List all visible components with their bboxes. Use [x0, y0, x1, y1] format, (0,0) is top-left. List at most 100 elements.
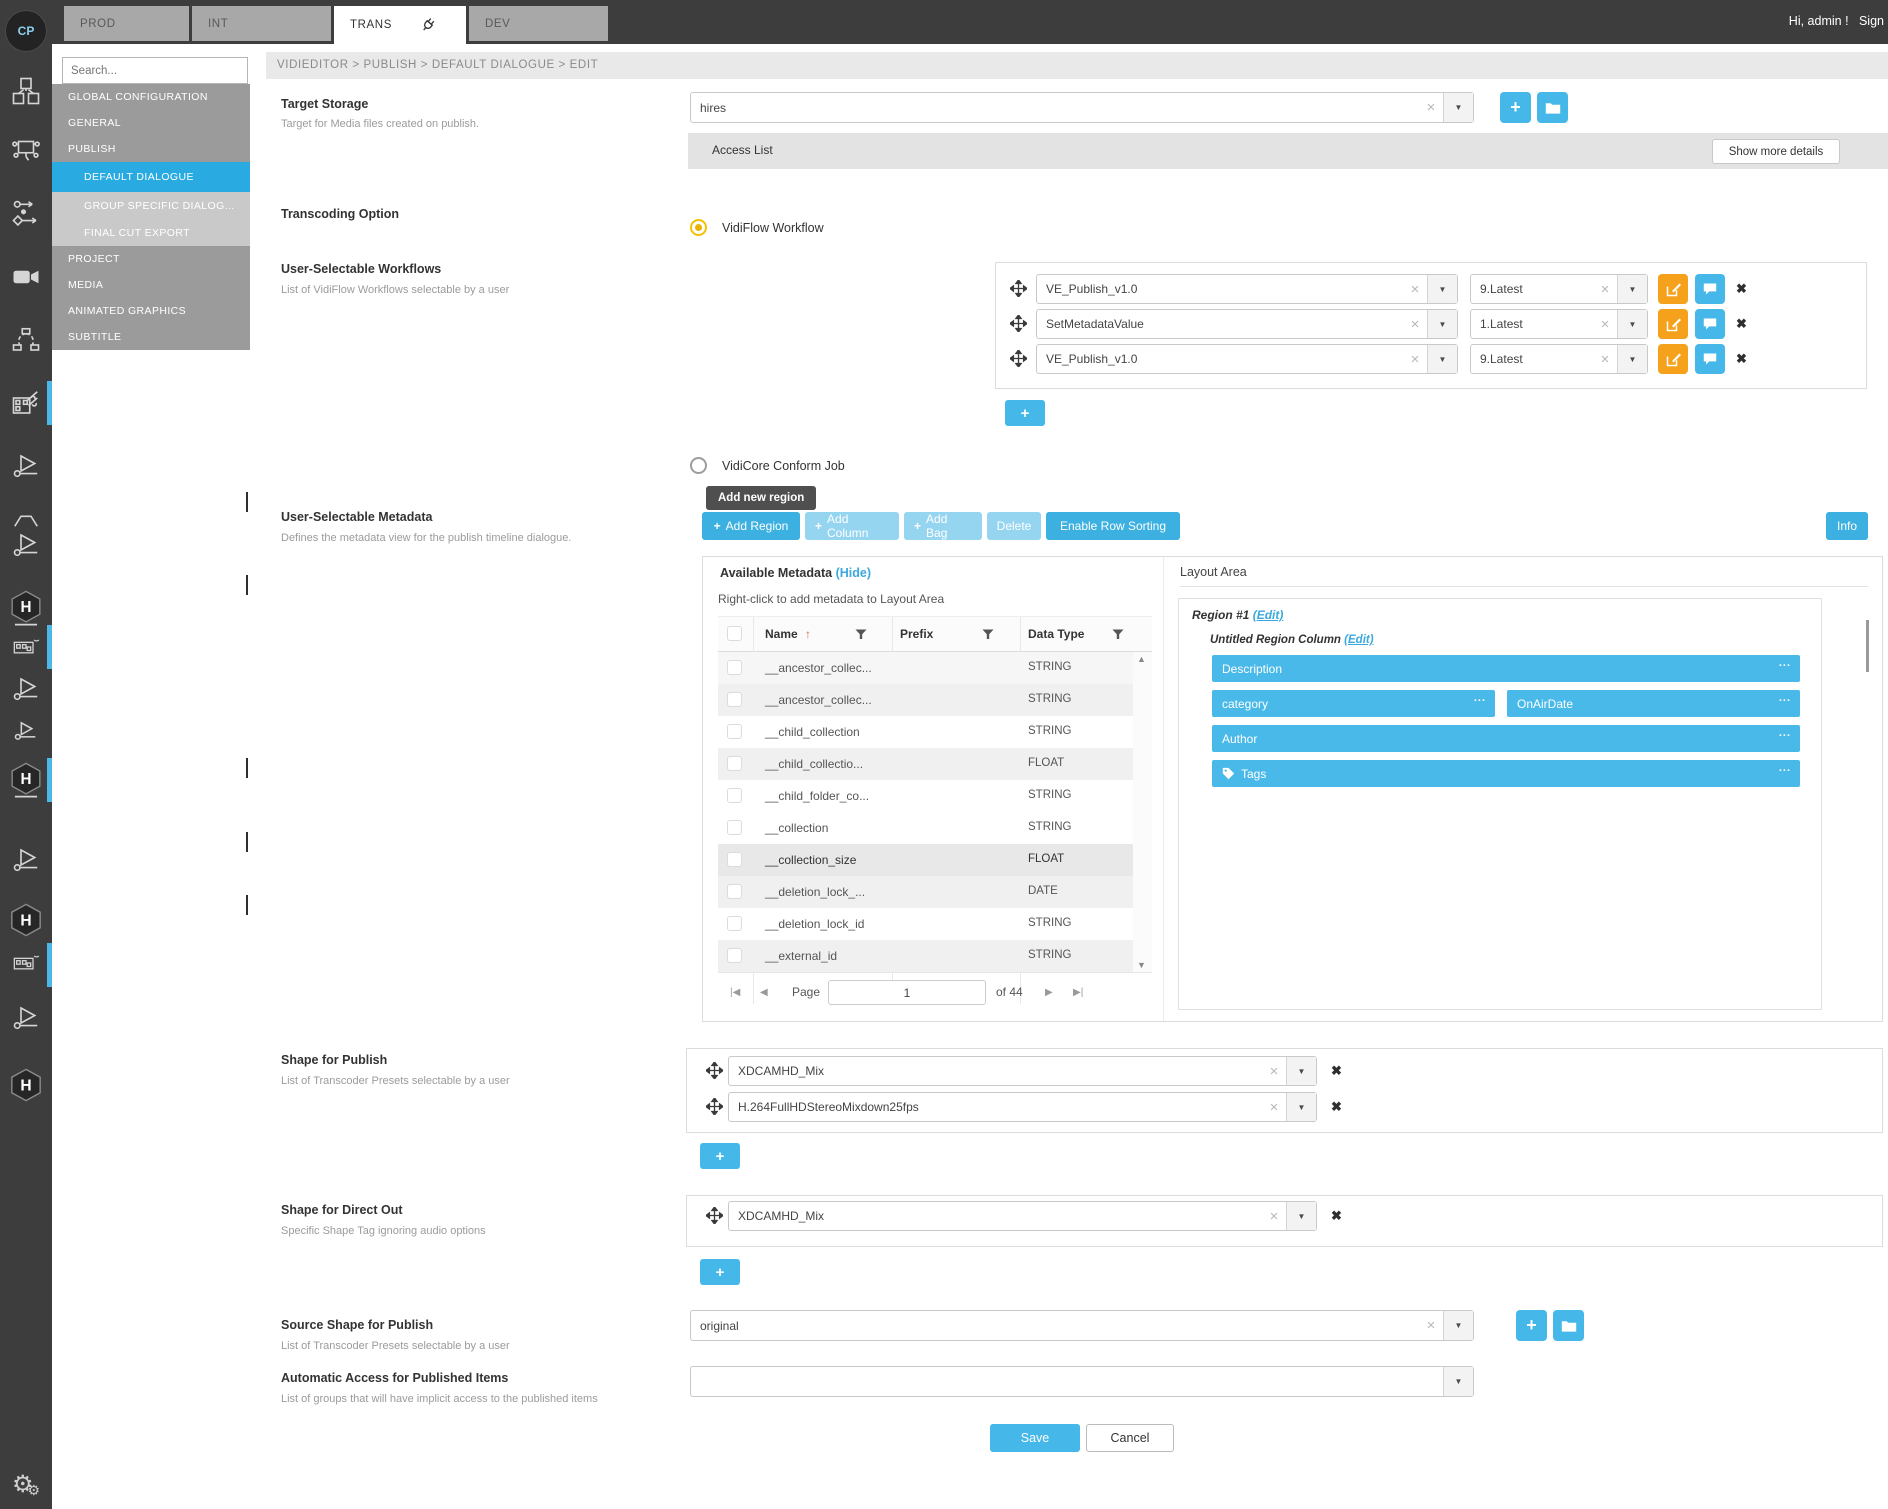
tab-prod[interactable]: PROD [64, 6, 189, 41]
row-checkbox[interactable] [727, 788, 742, 803]
clear-icon[interactable]: × [1600, 350, 1610, 368]
sidebar-item-default-dialogue[interactable]: DEFAULT DIALOGUE [52, 162, 250, 192]
chevron-down-icon[interactable]: ▼ [1427, 345, 1457, 373]
remove-workflow-button[interactable]: ✖ [1736, 316, 1747, 331]
clear-icon[interactable]: × [1410, 350, 1420, 368]
edit-workflow-button[interactable] [1658, 344, 1688, 374]
tab-trans[interactable]: TRANS [334, 6, 466, 44]
column-header-datatype[interactable]: Data Type [1028, 627, 1085, 641]
add-bag-button[interactable]: + Add Bag [904, 512, 982, 540]
first-page-icon[interactable]: |◀ [730, 987, 741, 998]
add-source-shape-button[interactable]: + [1516, 1310, 1547, 1341]
table-row[interactable]: __ancestor_collec... STRING [718, 684, 1133, 716]
layout-field-category[interactable]: category... [1212, 690, 1495, 717]
scroll-down-icon[interactable]: ▼ [1137, 960, 1146, 970]
edit-workflow-button[interactable] [1658, 309, 1688, 339]
row-checkbox[interactable] [727, 884, 742, 899]
h-app-icon[interactable]: H [0, 1068, 52, 1102]
drag-handle-icon[interactable] [706, 1207, 724, 1225]
tab-int[interactable]: INT [192, 6, 331, 41]
clear-icon[interactable]: × [1426, 99, 1436, 116]
edit-workflow-button[interactable] [1658, 274, 1688, 304]
remove-shape-button[interactable]: ✖ [1331, 1208, 1342, 1223]
row-checkbox[interactable] [727, 756, 742, 771]
settings-gear-icon[interactable]: ⚙ ⚙ [11, 1471, 41, 1498]
chevron-down-icon[interactable]: ▼ [1617, 310, 1647, 338]
info-button[interactable]: Info [1826, 512, 1868, 540]
table-row[interactable]: __deletion_lock_id STRING [718, 908, 1133, 940]
row-checkbox[interactable] [727, 724, 742, 739]
h-app-icon[interactable]: H [0, 590, 52, 626]
filter-icon[interactable] [855, 626, 867, 644]
enable-row-sorting-button[interactable]: Enable Row Sorting [1046, 512, 1180, 540]
add-workflow-button[interactable]: + [1005, 400, 1045, 426]
chevron-down-icon[interactable]: ▼ [1427, 310, 1457, 338]
row-checkbox[interactable] [727, 948, 742, 963]
clear-icon[interactable]: × [1269, 1062, 1279, 1080]
comment-workflow-button[interactable] [1695, 309, 1725, 339]
column-header-prefix[interactable]: Prefix [900, 627, 934, 641]
timeline-icon[interactable] [0, 952, 52, 974]
tab-dev[interactable]: DEV [469, 6, 608, 41]
vidiflow-workflow-radio[interactable] [690, 219, 707, 236]
add-shape-button[interactable]: + [700, 1143, 740, 1169]
workflow-version-input[interactable] [1471, 345, 1593, 373]
hide-link[interactable]: (Hide) [835, 566, 871, 580]
video-edit-icon[interactable] [0, 388, 52, 418]
chevron-down-icon[interactable]: ▼ [1617, 345, 1647, 373]
filter-icon[interactable] [982, 626, 994, 644]
table-row[interactable]: __child_collection STRING [718, 716, 1133, 748]
table-row[interactable]: __collection STRING [718, 812, 1133, 844]
browse-folder-button[interactable] [1537, 92, 1568, 123]
field-menu-icon[interactable]: ... [1778, 692, 1791, 704]
timeline-icon[interactable] [0, 636, 52, 658]
render-icon[interactable] [0, 674, 52, 704]
row-checkbox[interactable] [727, 852, 742, 867]
clear-icon[interactable]: × [1410, 280, 1420, 298]
select-all-checkbox[interactable] [727, 626, 742, 641]
browse-folder-button[interactable] [1553, 1310, 1584, 1341]
chevron-down-icon[interactable]: ▼ [1286, 1202, 1316, 1230]
connected-device-icon[interactable] [0, 134, 52, 164]
drag-handle-icon[interactable] [1010, 280, 1028, 298]
sidebar-item-publish[interactable]: PUBLISH [52, 136, 250, 162]
show-more-details-button[interactable]: Show more details [1712, 139, 1840, 164]
clear-icon[interactable]: × [1269, 1207, 1279, 1225]
drag-handle-icon[interactable] [706, 1098, 724, 1116]
scroll-up-icon[interactable]: ▲ [1137, 654, 1146, 664]
region-edit-link[interactable]: (Edit) [1252, 608, 1284, 622]
search-input[interactable] [62, 57, 248, 84]
field-menu-icon[interactable]: ... [1473, 692, 1486, 704]
comment-workflow-button[interactable] [1695, 274, 1725, 304]
workflow-name-input[interactable] [1037, 310, 1403, 338]
layout-field-onairdate[interactable]: OnAirDate... [1507, 690, 1800, 717]
layout-scrollbar-thumb[interactable] [1866, 620, 1869, 672]
layout-field-description[interactable]: Description... [1212, 655, 1800, 682]
modules-icon[interactable] [0, 76, 52, 106]
filter-icon[interactable] [1112, 626, 1124, 644]
remove-workflow-button[interactable]: ✖ [1736, 281, 1747, 296]
shape-input[interactable] [729, 1093, 1262, 1121]
drag-handle-icon[interactable] [1010, 350, 1028, 368]
remove-shape-button[interactable]: ✖ [1331, 1099, 1342, 1114]
row-checkbox[interactable] [727, 820, 742, 835]
comment-workflow-button[interactable] [1695, 344, 1725, 374]
field-menu-icon[interactable]: ... [1778, 727, 1791, 739]
sidebar-item-global-configuration[interactable]: GLOBAL CONFIGURATION [52, 84, 250, 110]
workflow-version-input[interactable] [1471, 310, 1593, 338]
h-app-icon[interactable]: H [0, 903, 52, 937]
column-header-name[interactable]: Name ↑ [765, 627, 812, 641]
shape-input[interactable] [729, 1202, 1262, 1230]
chevron-down-icon[interactable]: ▼ [1443, 1367, 1473, 1396]
source-shape-input[interactable] [691, 1311, 1419, 1340]
workflow-icon[interactable] [0, 198, 52, 228]
table-row[interactable]: __external_id STRING [718, 940, 1133, 972]
field-menu-icon[interactable]: ... [1778, 762, 1791, 774]
sidebar-item-animated-graphics[interactable]: ANIMATED GRAPHICS [52, 298, 250, 324]
video-camera-icon[interactable] [0, 262, 52, 292]
clear-icon[interactable]: × [1600, 280, 1610, 298]
table-row-selected[interactable]: __collection_size FLOAT [718, 844, 1133, 876]
sidebar-item-project[interactable]: PROJECT [52, 246, 250, 272]
table-scrollbar[interactable]: ▲ ▼ [1133, 652, 1152, 972]
sidebar-item-group-specific-dialog[interactable]: GROUP SPECIFIC DIALOG... [52, 192, 250, 219]
